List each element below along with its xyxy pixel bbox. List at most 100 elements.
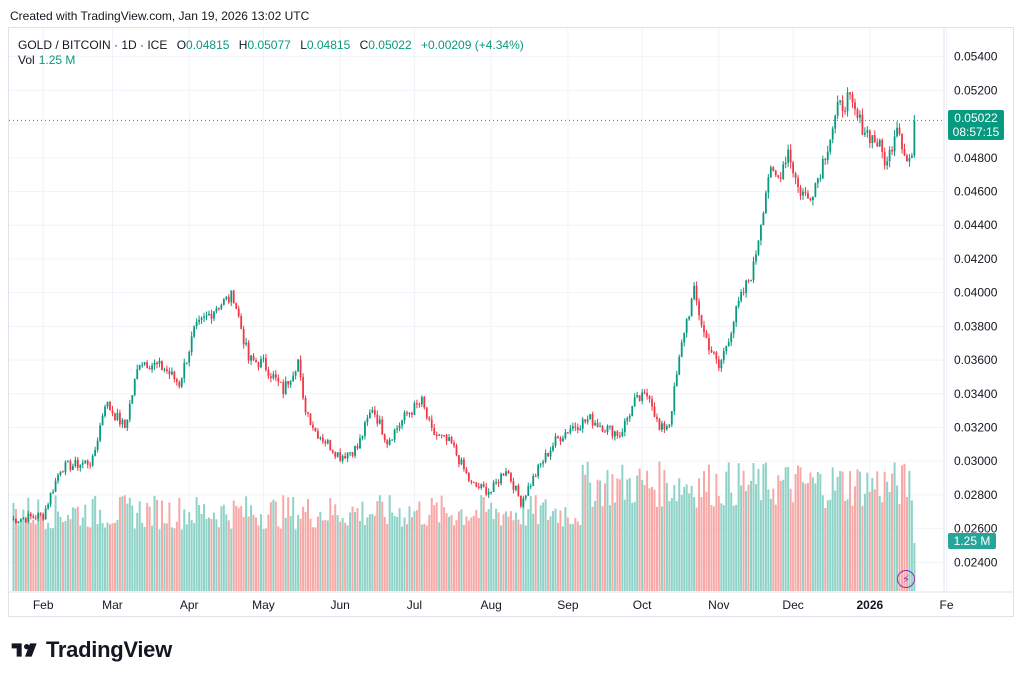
y-tick-label: 0.03400 (954, 387, 998, 401)
candle-body (495, 481, 497, 483)
candle-body (769, 167, 772, 178)
volume-bar (460, 509, 463, 591)
y-tick-label: 0.05200 (954, 83, 998, 97)
volume-bar (29, 522, 32, 591)
volume-bar (693, 497, 696, 591)
candle-body (213, 311, 215, 319)
candle-body (161, 360, 163, 370)
volume-bar (81, 517, 84, 591)
volume-bar (391, 512, 394, 591)
candle-body (695, 285, 698, 302)
volume-bar (797, 465, 800, 591)
volume-bar (787, 467, 790, 591)
candle-body (807, 192, 809, 199)
volume-bar (304, 511, 307, 591)
candle-body (54, 480, 57, 492)
volume-bar (485, 511, 488, 591)
candle-body (700, 315, 703, 326)
candle-body (222, 299, 225, 305)
y-tick-label: 0.02800 (954, 488, 998, 502)
volume-bar (344, 522, 347, 591)
candle-body (416, 403, 418, 405)
candle-body (106, 401, 109, 407)
created-caption: Created with TradingView.com, Jan 19, 20… (10, 9, 310, 23)
y-tick-label: 0.05400 (954, 50, 998, 64)
volume-bar (891, 473, 894, 591)
candle-body (359, 438, 361, 449)
volume-bar (703, 471, 705, 591)
high-label: H (238, 38, 248, 52)
symbol-label[interactable]: GOLD / BITCOIN · 1D · ICE (18, 38, 168, 52)
volume-bar (584, 474, 587, 591)
volume-bar (678, 478, 681, 591)
volume-bar (24, 518, 27, 591)
candle-body (255, 360, 257, 363)
candle-body (121, 419, 124, 425)
candle-body (448, 437, 450, 441)
candle-body (547, 453, 549, 457)
brand-logo[interactable]: TradingView (10, 637, 172, 663)
volume-bar (901, 465, 903, 591)
candle-body (282, 382, 285, 394)
volume-bar (910, 500, 913, 591)
candle-body (663, 423, 666, 430)
volume-bar (735, 504, 738, 591)
candle-body (552, 445, 554, 451)
candle-body (123, 419, 126, 428)
volume-bar (715, 473, 718, 591)
candle-body (435, 435, 438, 437)
candle-body (680, 342, 683, 357)
candle-body (722, 350, 725, 361)
candle-body (314, 427, 317, 432)
volume-bar (54, 495, 57, 591)
volume-bar (158, 529, 161, 591)
candle-body (784, 162, 787, 165)
volume-bar (448, 516, 451, 591)
candle-body (388, 439, 391, 445)
candle-body (809, 198, 812, 201)
candle-body (799, 186, 802, 196)
volume-bar (203, 504, 206, 591)
volume-bar (626, 479, 629, 591)
volume-bar (366, 517, 369, 591)
candle-body (22, 518, 25, 520)
candle-body (428, 417, 431, 420)
volume-bar (99, 509, 102, 591)
volume-bar (502, 514, 505, 591)
volume-bar (668, 501, 671, 591)
tradingview-logo-icon (11, 643, 37, 657)
volume-bar (836, 476, 839, 591)
volume-bar (673, 485, 676, 591)
candle-body (601, 425, 604, 432)
x-tick-label: Jun (330, 598, 349, 612)
volume-bar (628, 477, 631, 591)
x-tick-label: Aug (480, 598, 501, 612)
lightning-icon[interactable]: ⚡ (897, 570, 915, 588)
candle-body (470, 480, 473, 483)
candle-body (351, 452, 354, 456)
candle-body (366, 418, 369, 423)
volume-bar (534, 495, 537, 591)
candle-body (903, 148, 906, 156)
candle-body (329, 440, 332, 451)
candle-body (344, 456, 347, 459)
change-value: +0.00209 (+4.34%) (421, 38, 524, 52)
volume-bar (126, 503, 129, 591)
candle-body (831, 128, 834, 140)
volume-bar (79, 525, 82, 591)
candle-body (257, 362, 260, 368)
volume-bar (245, 496, 248, 591)
volume-bar (76, 506, 79, 591)
candle-body (703, 325, 705, 333)
volume-bar (255, 517, 258, 591)
volume-bar (576, 521, 579, 591)
candle-body (29, 513, 32, 517)
candle-body (467, 473, 470, 481)
x-tick-label: Sep (557, 598, 579, 612)
candle-body (136, 369, 139, 380)
candle-body (737, 300, 740, 307)
candle-body (52, 491, 54, 494)
candle-body (477, 486, 480, 488)
candle-body (148, 368, 151, 370)
candle-body (116, 412, 119, 420)
